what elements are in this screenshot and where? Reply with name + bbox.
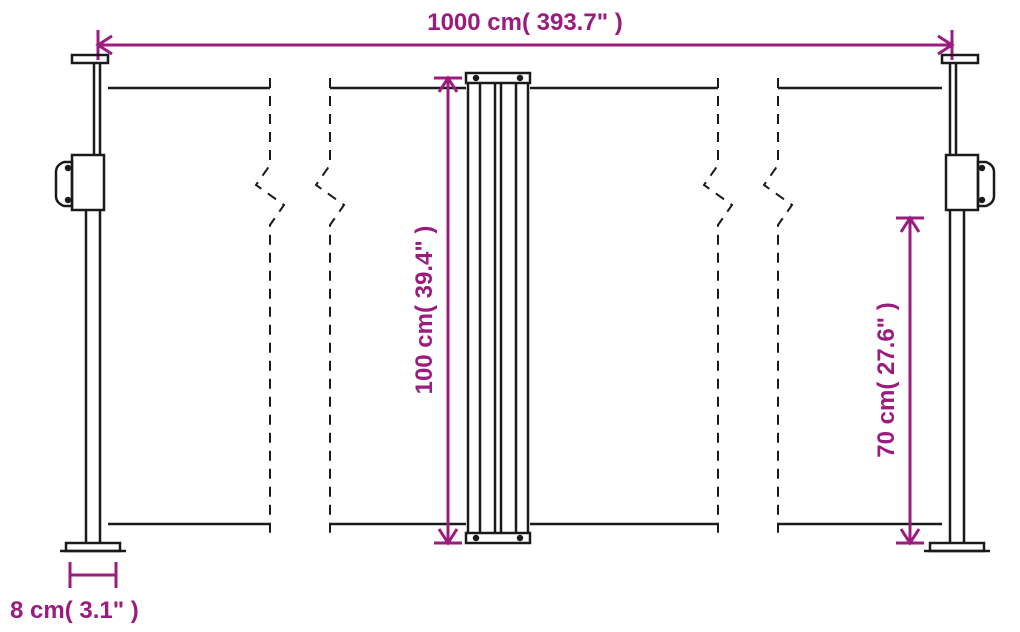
width-label: 1000 cm( 393.7" ): [427, 9, 623, 36]
pole-height-label: 70 cm( 27.6" ): [873, 302, 900, 457]
height-label: 100 cm( 39.4" ): [411, 226, 438, 395]
right-post: [924, 55, 994, 551]
center-cassette: [466, 73, 530, 543]
height-dimension: 100 cm( 39.4" ): [411, 78, 462, 543]
break-lines: [256, 78, 792, 534]
left-post: [56, 55, 126, 551]
base-width-dimension: 8 cm( 3.1" ): [10, 562, 139, 624]
screen-lines: [108, 88, 942, 524]
pole-height-dimension: 70 cm( 27.6" ): [873, 218, 924, 543]
width-dimension: 1000 cm( 393.7" ): [98, 9, 952, 60]
base-width-label: 8 cm( 3.1" ): [10, 597, 139, 624]
